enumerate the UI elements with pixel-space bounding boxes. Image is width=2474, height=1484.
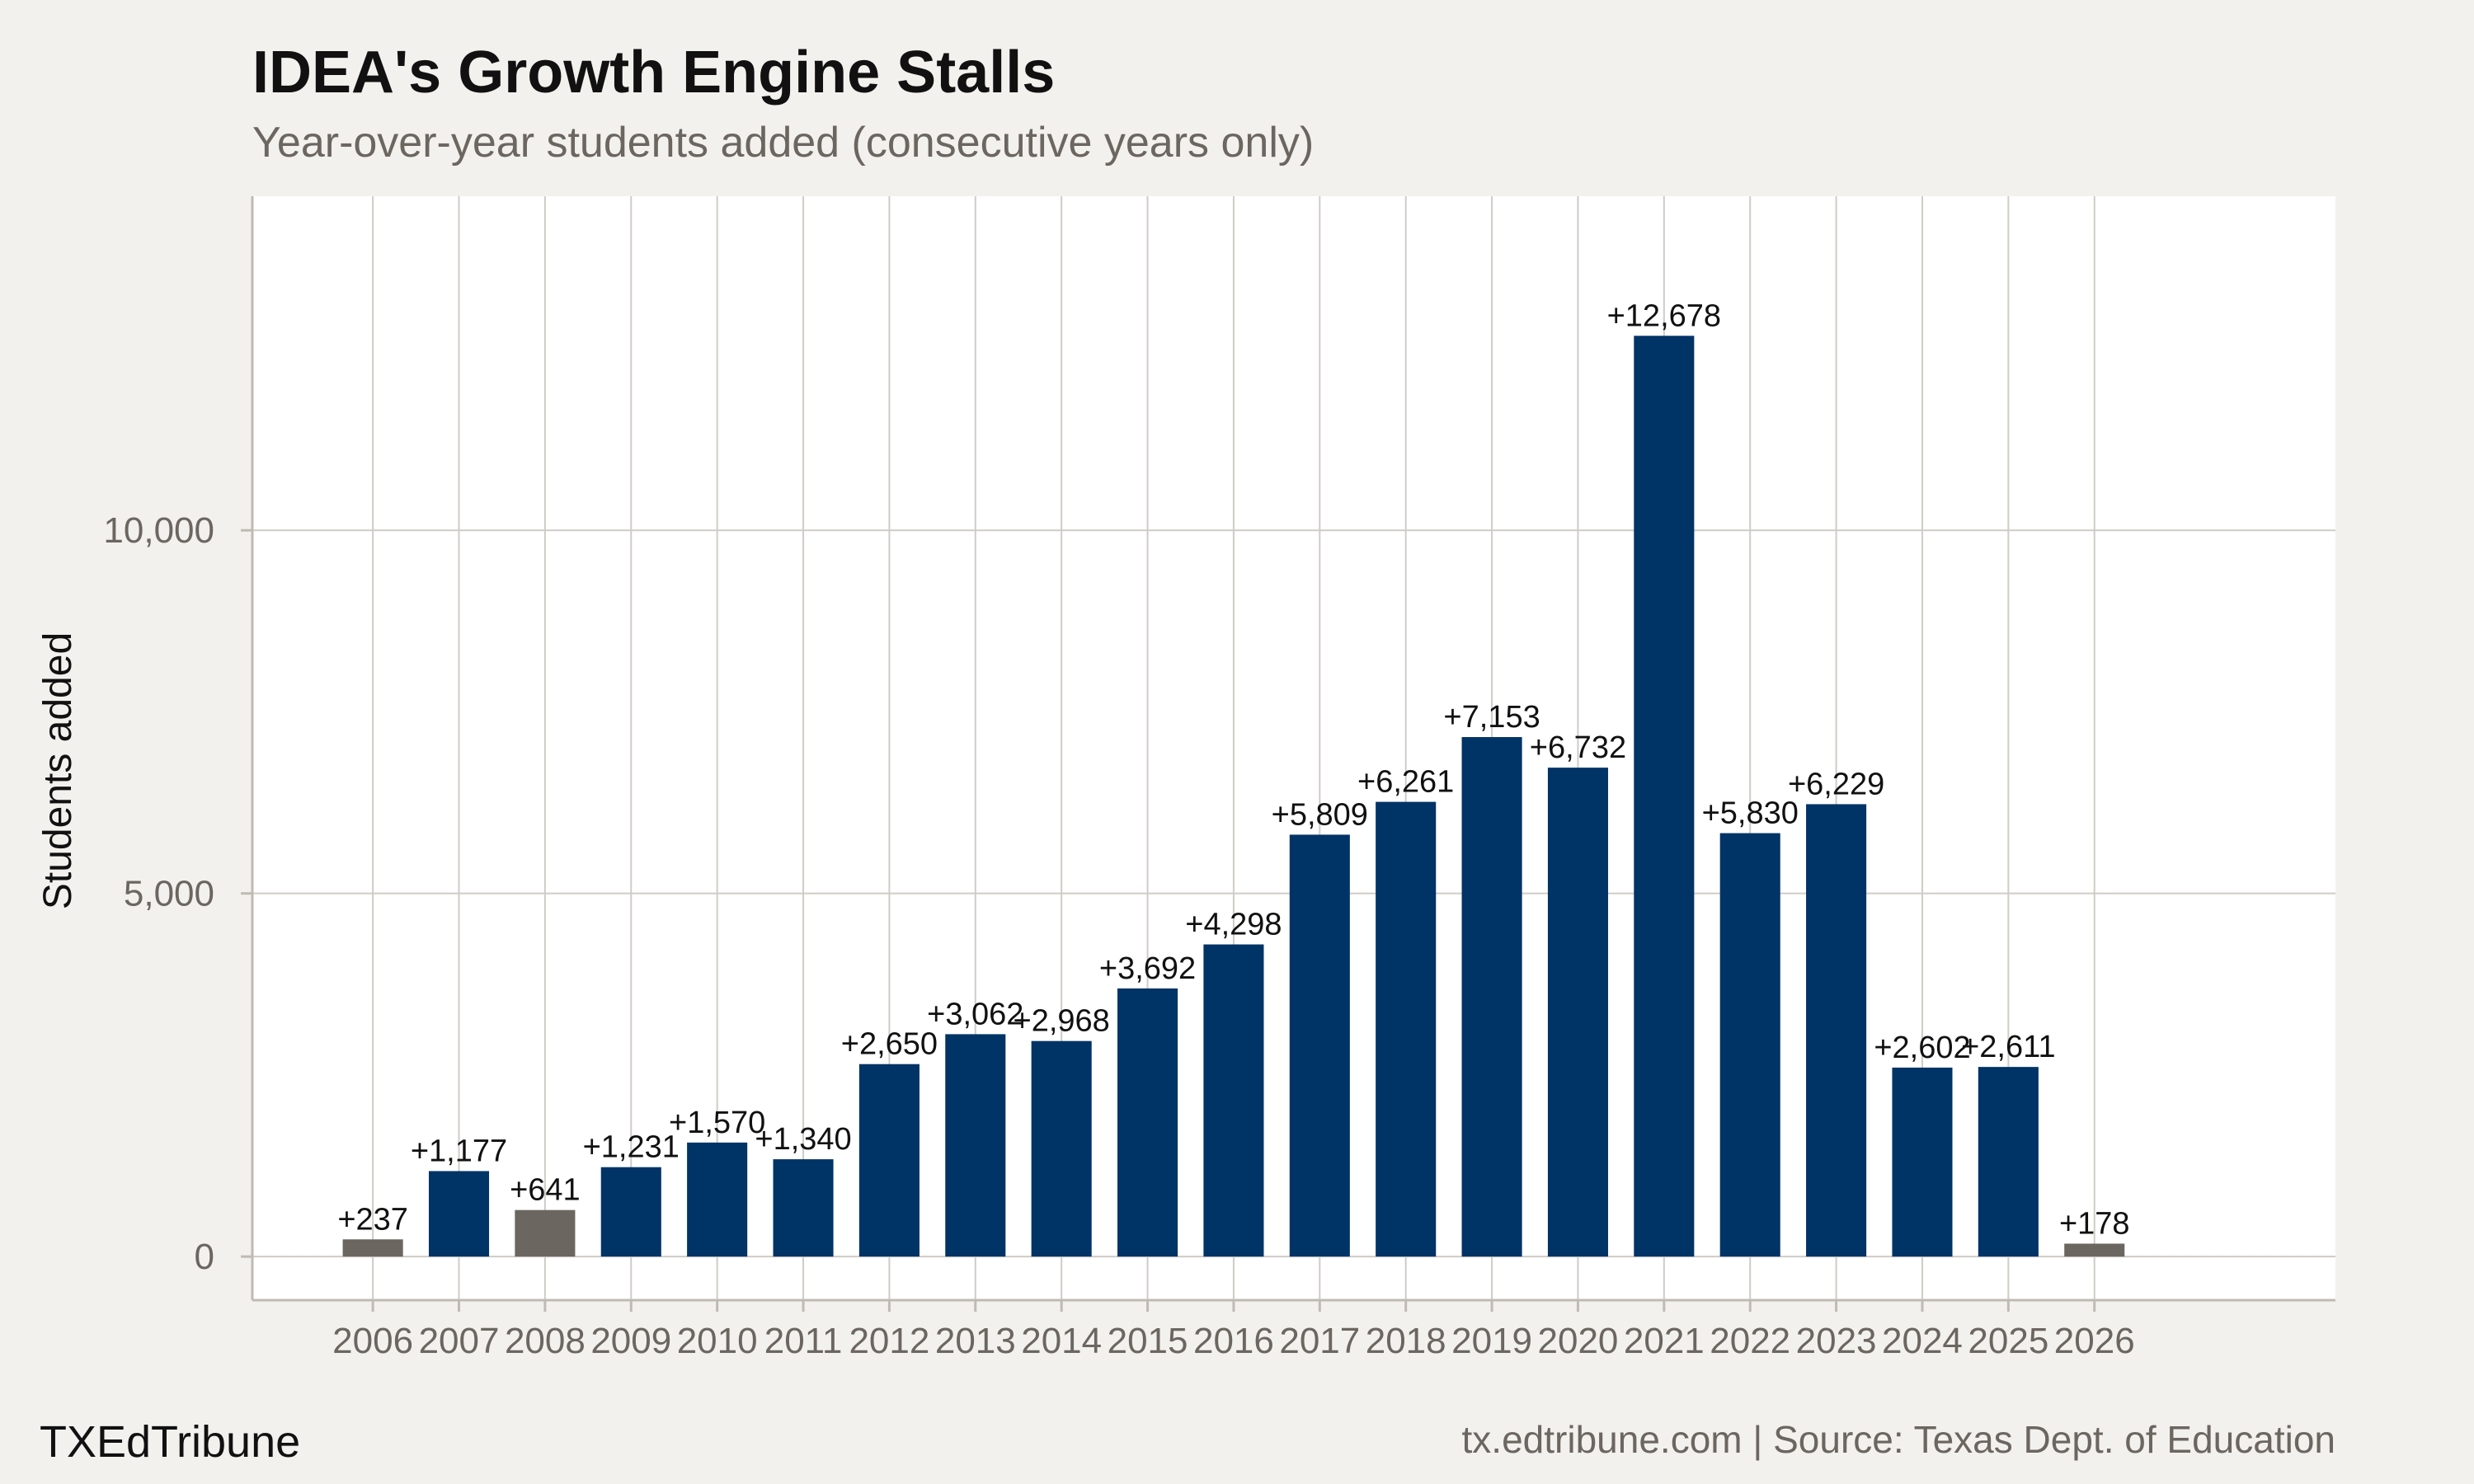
data-label-2009: +1,231 [583,1130,680,1165]
data-label-2012: +2,650 [841,1027,938,1062]
bar-2017 [1289,834,1350,1257]
data-label-2025: +2,611 [1961,1030,2055,1064]
x-tick-2010: 2010 [677,1321,758,1361]
data-label-2026: +178 [2059,1206,2130,1241]
x-tick-2024: 2024 [1882,1321,1963,1361]
data-label-2016: +4,298 [1185,908,1282,942]
x-tick-2008: 2008 [505,1321,586,1361]
x-tick-2026: 2026 [2054,1321,2135,1361]
data-label-2024: +2,602 [1874,1031,1970,1065]
bar-2006 [342,1239,403,1257]
bar-2020 [1547,768,1608,1257]
bars [342,336,2125,1257]
bar-2026 [2064,1243,2125,1257]
x-tick-2018: 2018 [1366,1321,1446,1361]
x-tick-2017: 2017 [1279,1321,1360,1361]
y-tick-label: 5,000 [124,874,214,914]
x-tick-labels: 2006 2007 2008 2009 2010 2011 2012 2013 2014 2015… [332,1321,2134,1361]
data-labels: +237+1,177+641+1,231+1,570+1,340+2,650+3… [337,298,2129,1241]
data-label-2020: +6,732 [1530,730,1626,765]
brand-name: TXEdTribune [40,1417,300,1467]
data-label-2014: +2,968 [1014,1004,1110,1039]
x-tick-2019: 2019 [1451,1321,1532,1361]
x-tick-2014: 2014 [1021,1321,1102,1361]
bar-2009 [600,1167,661,1257]
x-tick-2016: 2016 [1193,1321,1274,1361]
data-label-2011: +1,340 [755,1122,851,1157]
data-label-2013: +3,062 [927,997,1023,1031]
y-tick-labels: 0 5,000 10,000 [103,510,214,1277]
bar-2019 [1461,737,1522,1257]
data-label-2017: +5,809 [1272,797,1368,832]
bar-2011 [773,1159,834,1257]
x-tick-2023: 2023 [1796,1321,1877,1361]
x-tick-2007: 2007 [419,1321,500,1361]
data-label-2019: +7,153 [1443,700,1540,735]
x-tick-2012: 2012 [849,1321,929,1361]
data-label-2021: +12,678 [1607,298,1721,333]
x-tick-2011: 2011 [764,1321,843,1361]
x-tick-2020: 2020 [1538,1321,1619,1361]
y-tick-label: 0 [195,1237,214,1277]
chart-title: IDEA's Growth Engine Stalls [252,40,1055,106]
bar-2008 [515,1209,576,1257]
bar-2007 [428,1171,490,1257]
data-label-2006: +237 [337,1202,408,1237]
bar-2013 [945,1034,1006,1257]
data-label-2010: +1,570 [669,1106,765,1140]
data-label-2023: +6,229 [1788,767,1884,801]
bar-2024 [1892,1067,1953,1257]
source-note: tx.edtribune.com | Source: Texas Dept. o… [1462,1418,2335,1461]
data-label-2015: +3,692 [1099,951,1196,986]
y-tick-label: 10,000 [103,510,214,551]
bar-2012 [858,1064,920,1257]
axes [241,196,2335,1312]
bar-2022 [1719,833,1780,1257]
bar-2025 [1978,1067,2039,1257]
bar-2018 [1376,801,1437,1257]
bar-2010 [687,1142,748,1257]
data-label-2022: +5,830 [1702,796,1799,831]
x-tick-2006: 2006 [332,1321,413,1361]
data-label-2007: +1,177 [411,1134,507,1168]
x-tick-2013: 2013 [935,1321,1016,1361]
x-tick-2009: 2009 [590,1321,671,1361]
x-tick-2025: 2025 [1968,1321,2048,1361]
bar-2015 [1117,988,1178,1257]
x-tick-2015: 2015 [1108,1321,1188,1361]
bar-2023 [1806,804,1867,1257]
chart-subtitle: Year-over-year students added (consecuti… [252,119,1314,167]
x-tick-2021: 2021 [1624,1321,1705,1361]
bar-2021 [1634,336,1695,1257]
x-tick-2022: 2022 [1710,1321,1790,1361]
data-label-2018: +6,261 [1357,765,1454,800]
data-label-2008: +641 [510,1173,581,1208]
bar-2016 [1203,944,1264,1257]
bar-2014 [1031,1040,1092,1257]
y-axis-label: Students added [36,632,80,909]
